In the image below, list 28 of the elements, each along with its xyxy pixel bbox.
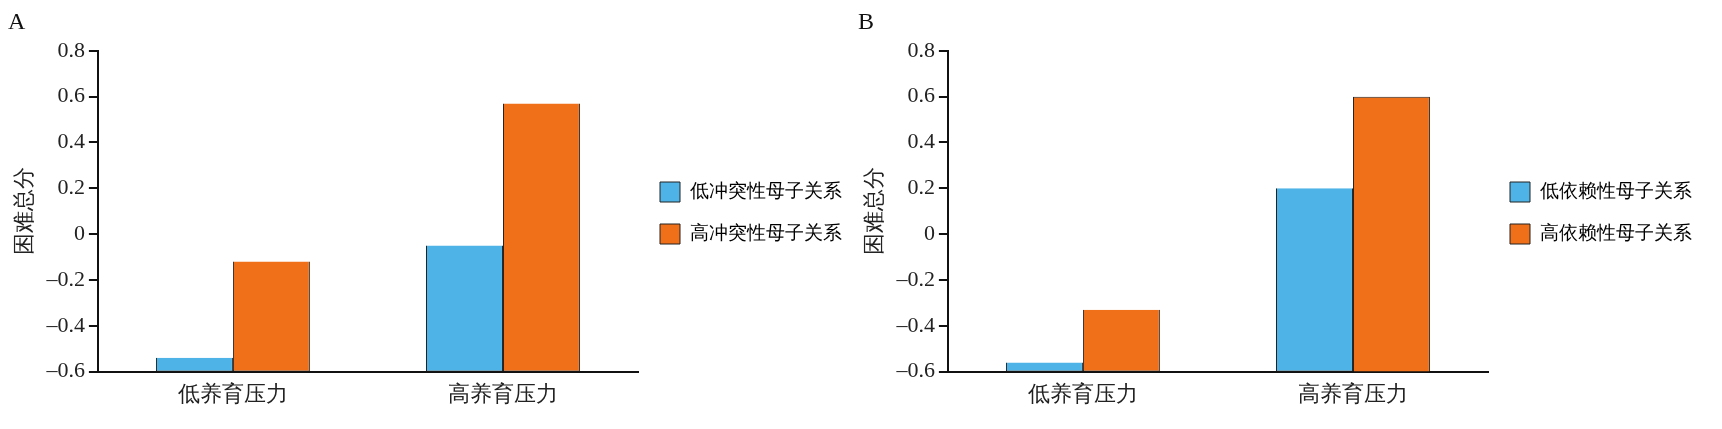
x-tick-label: 高养育压力 [447,380,558,406]
y-tick-label: 0 [923,219,935,245]
y-tick-label: 0.6 [57,82,85,108]
y-tick-label: 0.8 [57,36,85,62]
y-tick-label: 0.8 [907,36,935,62]
y-tick-label: –0.2 [45,265,85,291]
x-tick-label: 高养育压力 [1297,380,1408,406]
legend-label: 低依赖性母子关系 [1539,179,1692,201]
y-tick-label: 0.6 [907,82,935,108]
y-tick-label: –0.6 [895,357,935,383]
legend-label: 高冲突性母子关系 [689,221,842,243]
y-tick-label: –0.2 [895,265,935,291]
y-tick-label: 0.4 [57,128,85,154]
legend-label: 高依赖性母子关系 [1539,221,1692,243]
y-tick-label: –0.6 [45,357,85,383]
y-tick-label: –0.4 [895,311,935,337]
y-tick-label: 0.2 [57,174,85,200]
y-tick-label: 0.4 [907,128,935,154]
legend-label: 低冲突性母子关系 [689,179,842,201]
x-tick-label: 低养育压力 [177,380,288,406]
y-tick-label: 0.2 [907,174,935,200]
y-tick-label: 0 [73,219,85,245]
chart-title: B [858,7,875,34]
y-axis-title: 困难总分 [860,167,886,256]
chart-title: A [8,7,26,34]
y-axis-title: 困难总分 [10,167,36,256]
x-tick-label: 低养育压力 [1027,380,1138,406]
y-tick-label: –0.4 [45,311,85,337]
